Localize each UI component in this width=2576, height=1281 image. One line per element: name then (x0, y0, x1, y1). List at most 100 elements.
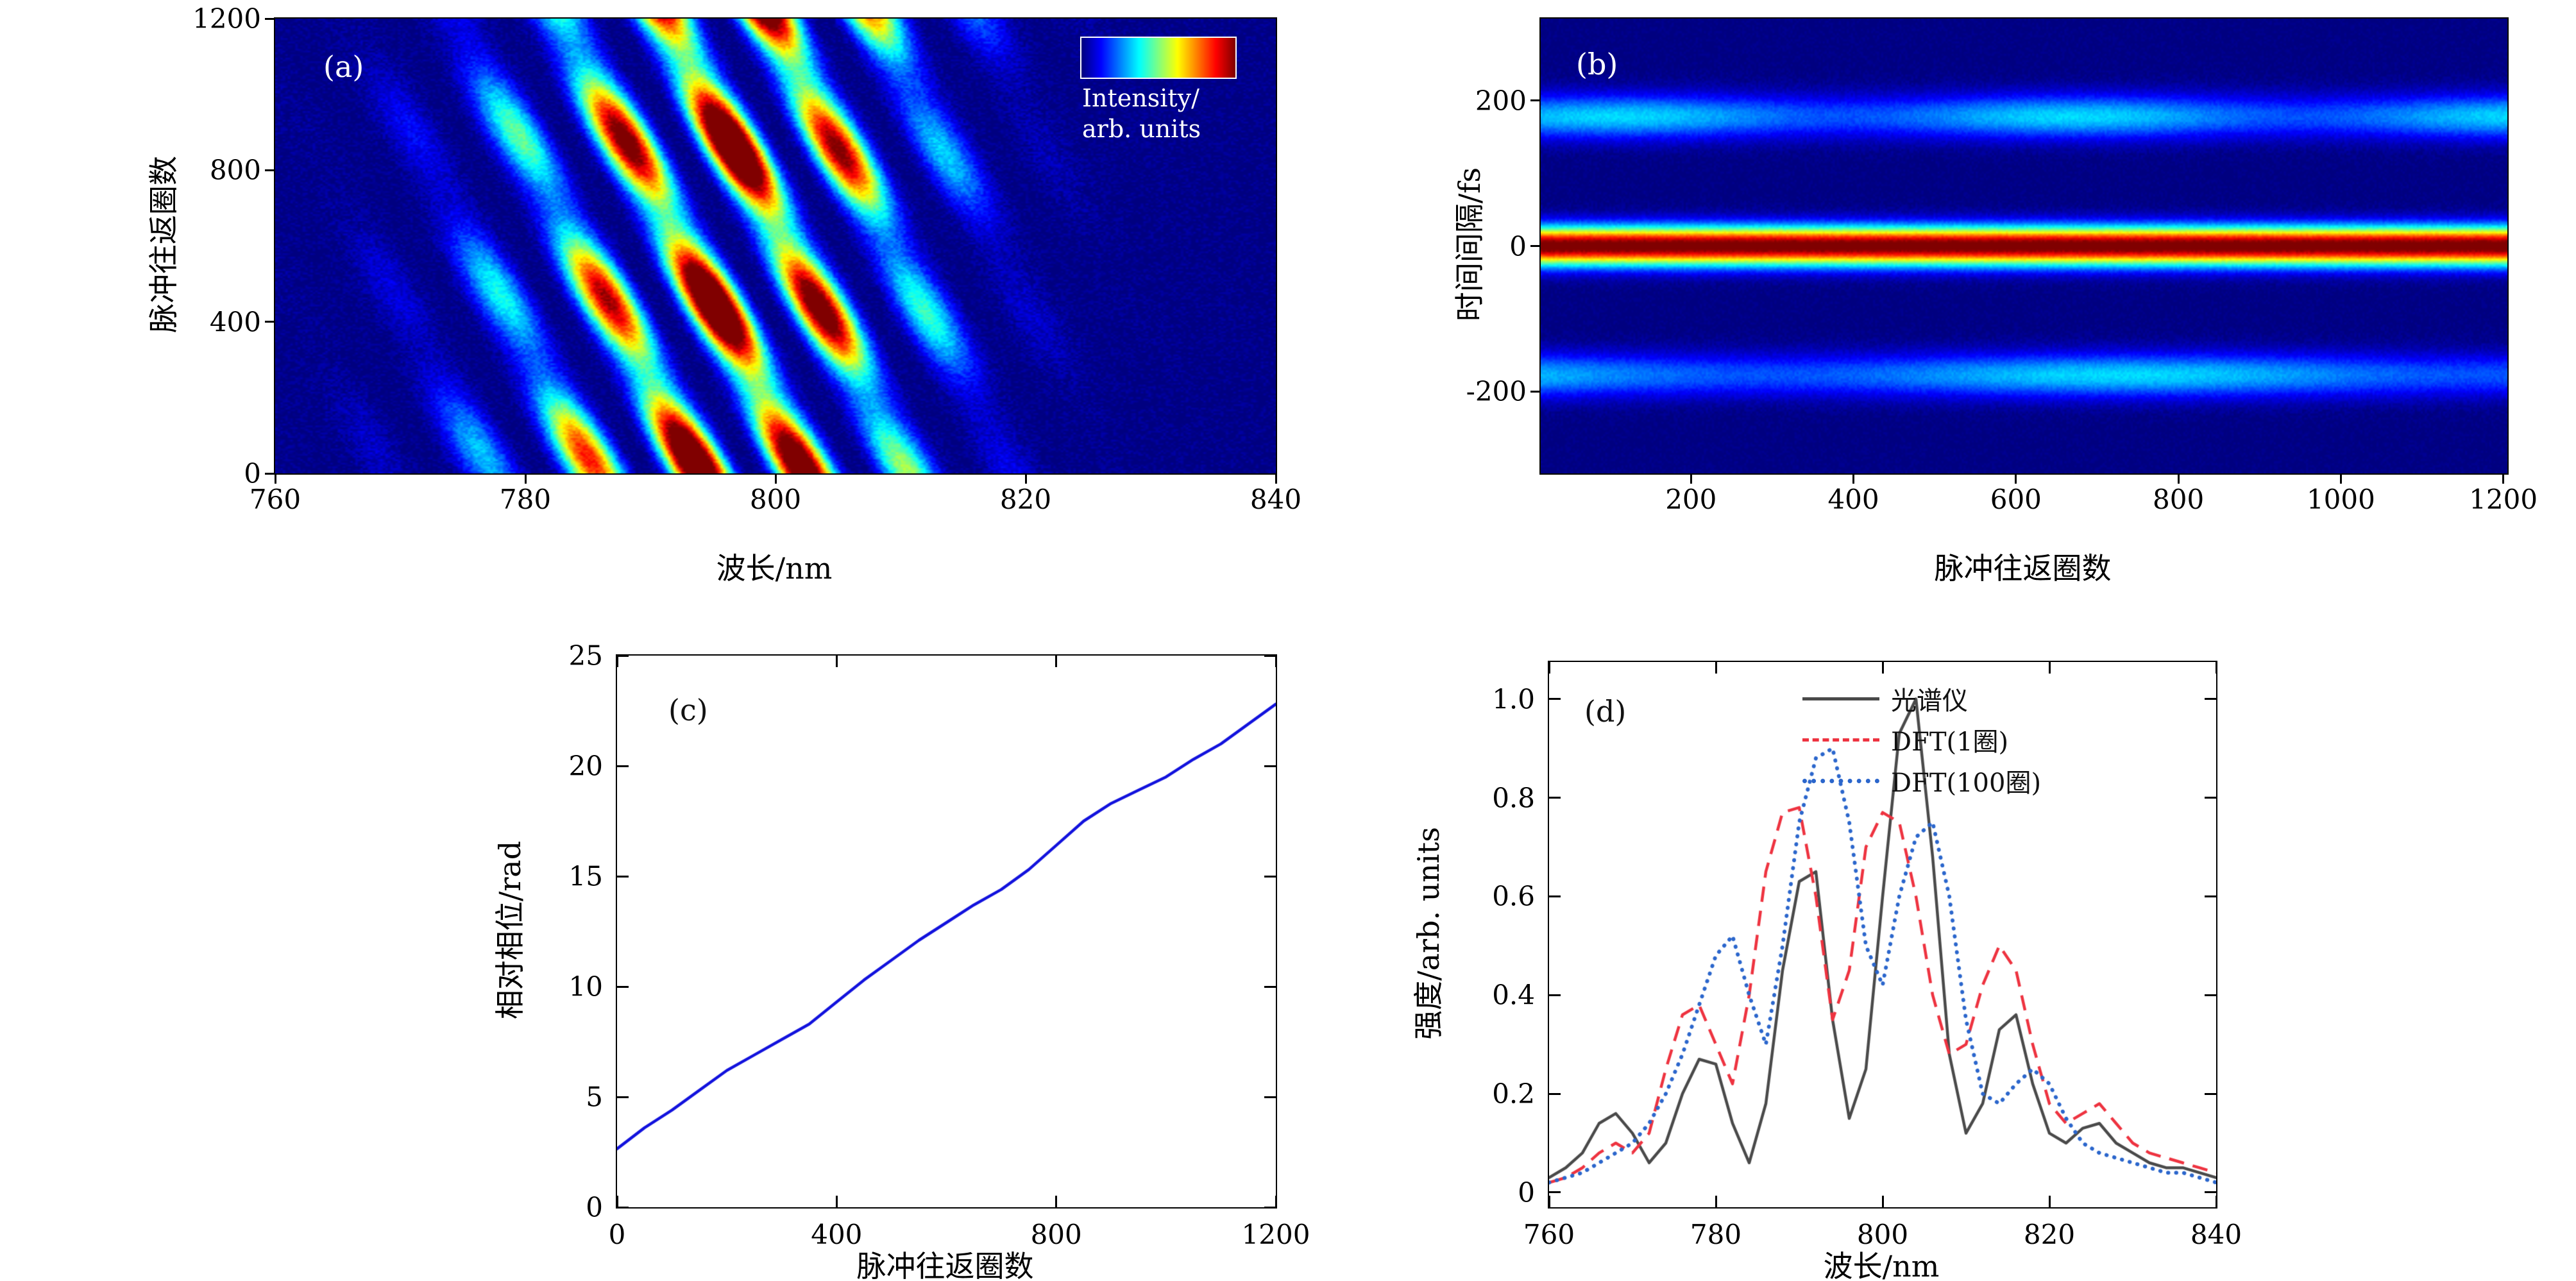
panel-c-y-axis-label: 相对相位/rad (493, 840, 527, 1020)
legend-line-solid (1802, 697, 1879, 700)
y-tick-label: 800 (209, 154, 261, 186)
x-tick (2048, 1196, 2051, 1207)
panel-b-heatmap: (b) (1539, 17, 2509, 475)
x-tick (616, 656, 618, 667)
y-tick (1549, 994, 1561, 996)
x-tick-label: 840 (1250, 484, 1302, 515)
x-tick (2048, 662, 2051, 674)
x-tick (1275, 475, 1277, 484)
x-tick (2015, 475, 2017, 484)
legend-line-dashed (1802, 738, 1879, 742)
y-tick-label: 400 (209, 306, 261, 338)
y-tick (617, 765, 629, 767)
legend: 光谱仪 DFT(1圈) DFT(100圈) (1802, 678, 2041, 801)
y-tick (2205, 994, 2216, 996)
y-tick (617, 985, 629, 988)
x-tick (1715, 1196, 1717, 1207)
x-tick-label: 800 (1856, 1219, 1909, 1250)
x-tick-label: 1200 (2469, 484, 2538, 515)
y-tick (1530, 245, 1539, 247)
x-tick (1275, 1196, 1277, 1207)
y-tick (265, 472, 274, 475)
legend-line-dotted (1802, 778, 1879, 783)
panel-d-line-canvas (1549, 662, 2216, 1207)
legend-item-dft-1: DFT(1圈) (1802, 719, 2041, 760)
y-tick-label: 200 (1475, 85, 1527, 117)
x-tick (2502, 475, 2505, 484)
legend-label-dft-100: DFT(100圈) (1891, 768, 2042, 798)
y-tick-label: 0 (244, 457, 261, 489)
x-tick-label: 780 (499, 484, 552, 515)
y-tick (2205, 797, 2216, 799)
panel-a-heatmap-canvas (275, 19, 1276, 473)
x-tick-label: 760 (1523, 1219, 1575, 1250)
y-tick-label: 0.6 (1492, 880, 1535, 912)
y-tick (1549, 797, 1561, 799)
x-tick-label: 820 (2023, 1219, 2076, 1250)
y-tick (1549, 895, 1561, 897)
y-tick (617, 1096, 629, 1098)
x-tick-label: 400 (811, 1219, 863, 1250)
y-tick (1264, 1206, 1276, 1209)
y-tick (265, 169, 274, 171)
y-tick (1264, 985, 1276, 988)
x-tick-label: 820 (999, 484, 1052, 515)
y-tick-label: 25 (568, 640, 603, 672)
x-tick (1881, 1196, 1884, 1207)
x-tick-label: 400 (1827, 484, 1879, 515)
x-tick (1024, 475, 1027, 484)
y-tick (617, 875, 629, 878)
y-tick (1530, 99, 1539, 102)
y-tick (1549, 698, 1561, 700)
x-tick (616, 1196, 618, 1207)
y-tick (2205, 895, 2216, 897)
x-tick (2215, 1196, 2217, 1207)
panel-d-tag: (d) (1584, 694, 1627, 729)
x-tick-label: 780 (1690, 1219, 1742, 1250)
panel-c-x-axis-label: 脉冲往返圈数 (856, 1249, 1034, 1281)
y-tick (1264, 875, 1276, 878)
y-tick (1530, 390, 1539, 393)
x-tick-label: 800 (749, 484, 802, 515)
y-tick (1264, 1096, 1276, 1098)
x-tick-label: 1200 (1241, 1219, 1310, 1250)
x-tick (1548, 662, 1550, 674)
panel-c-tag: (c) (668, 693, 708, 727)
x-tick (2177, 475, 2180, 484)
x-tick (1275, 656, 1277, 667)
legend-item-dft-100: DFT(100圈) (1802, 760, 2041, 801)
colorbar-gradient (1081, 38, 1235, 78)
panel-a-tag: (a) (323, 49, 364, 84)
panel-a-x-axis-label: 波长/nm (716, 551, 833, 586)
panel-c-line-canvas (617, 656, 1276, 1207)
x-tick-label: 800 (2153, 484, 2205, 515)
x-tick (1852, 475, 1855, 484)
y-tick (1549, 1092, 1561, 1095)
x-tick (524, 475, 527, 484)
panel-a-y-axis-label: 脉冲往返圈数 (146, 156, 181, 333)
y-tick-label: 0.2 (1492, 1078, 1535, 1110)
x-tick (274, 475, 276, 484)
panel-b-x-axis-label: 脉冲往返圈数 (1934, 551, 2112, 586)
x-tick (2339, 475, 2342, 484)
x-tick-label: 600 (1990, 484, 2042, 515)
panel-d-line-chart: (d) 光谱仪 DFT(1圈) DFT(100圈) (1548, 661, 2217, 1209)
colorbar (1080, 37, 1237, 79)
y-tick-label: 0.8 (1492, 782, 1535, 814)
y-tick (1264, 654, 1276, 657)
y-tick-label: 1200 (192, 3, 261, 35)
x-tick (835, 656, 838, 667)
x-tick-label: 200 (1665, 484, 1717, 515)
y-tick-label: 0 (586, 1191, 603, 1223)
y-tick-label: 5 (586, 1081, 603, 1113)
x-tick (835, 1196, 838, 1207)
y-tick-label: 10 (568, 971, 603, 1003)
panel-d-x-axis-label: 波长/nm (1823, 1249, 1940, 1281)
y-tick (2205, 698, 2216, 700)
y-tick (2205, 1092, 2216, 1095)
x-tick-label: 760 (249, 484, 301, 515)
x-tick (1881, 662, 1884, 674)
x-tick (2215, 662, 2217, 674)
y-tick (265, 321, 274, 323)
